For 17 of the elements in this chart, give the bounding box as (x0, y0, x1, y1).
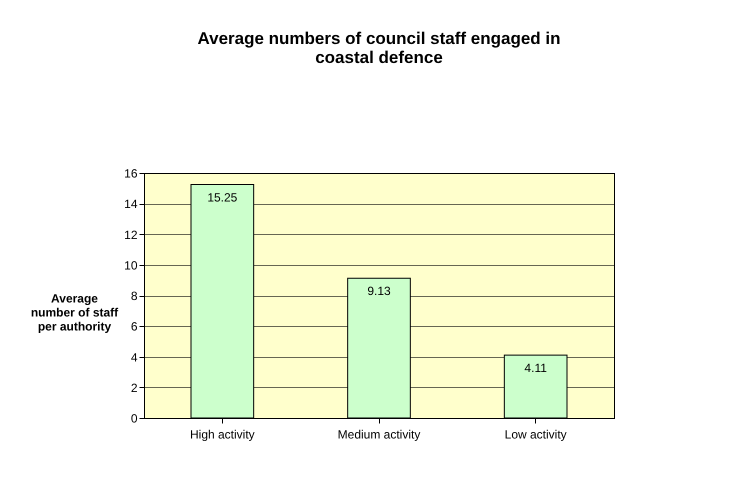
data-label: 15.25 (207, 190, 238, 204)
data-label: 4.11 (524, 361, 548, 376)
x-tick-label: Low activity (504, 428, 567, 442)
y-axis-title: Average number of staff per authority (30, 292, 120, 334)
y-tick-label: 10 (124, 258, 138, 272)
y-tick-label: 14 (124, 197, 138, 212)
x-tick-label: Medium activity (338, 428, 420, 442)
chart-title: Average numbers of council staff engaged in coastal defence (197, 29, 561, 67)
y-tick-label: 0 (130, 412, 138, 426)
y-tick-label: 16 (124, 166, 138, 180)
data-label: 9.13 (367, 284, 391, 298)
x-tick-label: High activity (190, 428, 255, 442)
y-tick-label: 6 (130, 320, 138, 334)
y-tick-label: 8 (130, 289, 138, 303)
y-tick-label: 4 (130, 350, 138, 364)
y-tick-label: 2 (130, 380, 138, 395)
y-tick-label: 12 (124, 228, 138, 242)
